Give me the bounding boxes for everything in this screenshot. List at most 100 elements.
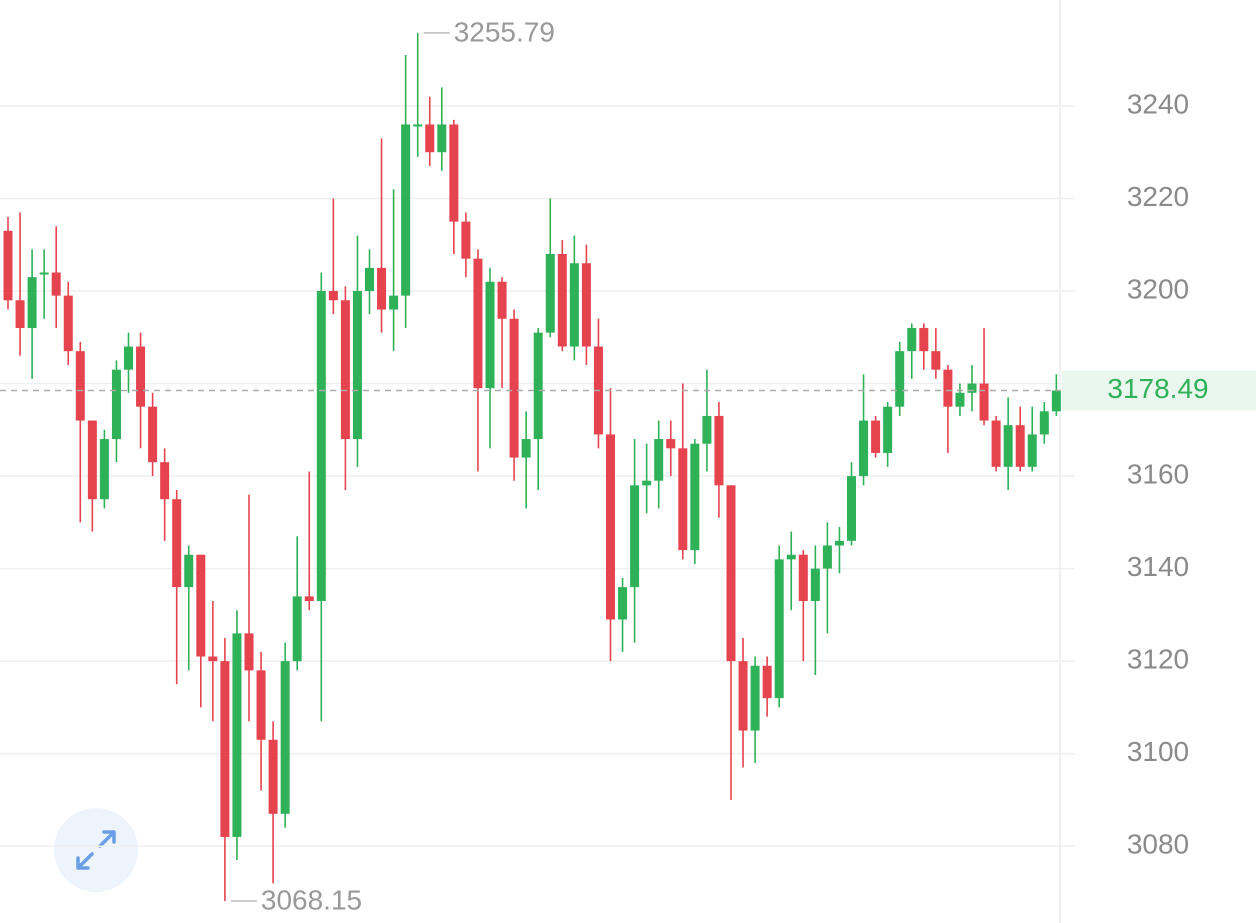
candle-body (847, 476, 856, 541)
candle-body (27, 277, 37, 329)
last-price-box (1062, 370, 1256, 411)
candle-body (244, 633, 254, 671)
candle-body (389, 295, 399, 310)
candle-body (39, 272, 49, 275)
candle-body (449, 124, 459, 222)
candle-body (461, 221, 471, 259)
candle-body (774, 559, 784, 699)
candle-body (714, 415, 724, 486)
candle-body (1039, 411, 1049, 435)
candle-body (377, 267, 387, 310)
candle-body (762, 665, 772, 699)
candle-body (991, 420, 1001, 467)
candle-body (15, 300, 25, 329)
candle-body (895, 351, 905, 407)
candle-body (401, 124, 411, 296)
candle-body (111, 369, 121, 440)
candle-body (256, 670, 266, 740)
y-tick-label: 3140 (1127, 551, 1189, 582)
y-tick-label: 3240 (1127, 88, 1189, 119)
last-price-label: 3178.49 (1107, 373, 1208, 404)
candle-body (99, 439, 109, 500)
candle-body (581, 263, 591, 347)
candle-body (654, 439, 664, 481)
candle-body (533, 332, 543, 440)
candle-body (304, 596, 314, 601)
y-tick-label: 3080 (1127, 829, 1189, 860)
candle-body (967, 383, 977, 393)
candle-body (569, 263, 579, 347)
candle-body (859, 420, 869, 477)
candle-body (545, 253, 555, 333)
expand-button[interactable] (54, 808, 138, 892)
candle-body (666, 439, 676, 449)
candle-body (497, 281, 507, 319)
candle-body (509, 318, 519, 458)
candle-body (726, 485, 736, 662)
candle-body (786, 554, 796, 560)
candle-body (678, 448, 688, 551)
candle-body (316, 291, 326, 601)
candle-body (690, 443, 700, 551)
candle-body (979, 383, 989, 421)
candle-body (51, 272, 61, 296)
candle-body (521, 439, 531, 458)
candle-body (413, 124, 423, 127)
candle-body (557, 253, 567, 347)
candle-body (606, 434, 615, 620)
candle-body (136, 346, 146, 407)
candle-body (220, 661, 230, 837)
candle-body (340, 300, 350, 440)
candle-body (280, 661, 290, 814)
candle-body (292, 596, 302, 662)
candle-body (473, 258, 483, 389)
candle-body (1003, 425, 1013, 467)
expand-button-bg[interactable] (54, 808, 138, 892)
candle-body (232, 633, 242, 837)
annotation-label: 3255.79 (454, 16, 555, 47)
candle-body (798, 554, 808, 601)
candle-body (871, 420, 881, 453)
candle-body (208, 656, 218, 662)
candle-body (1051, 390, 1061, 412)
candle-body (919, 328, 929, 352)
candle-body (196, 554, 206, 657)
candle-body (955, 392, 965, 407)
candle-body (75, 351, 85, 421)
candle-body (750, 665, 760, 731)
candle-body (943, 369, 953, 407)
candle-body (738, 661, 748, 731)
y-tick-label: 3160 (1127, 458, 1189, 489)
candle-body (3, 230, 13, 301)
candle-body (834, 540, 844, 546)
candle-body (63, 295, 73, 352)
candle-body (184, 554, 194, 588)
candle-body (160, 462, 170, 500)
annotation-label: 3068.15 (261, 884, 362, 915)
candle-body (1015, 425, 1025, 467)
candle-body (618, 587, 628, 620)
candle-body (630, 485, 640, 588)
candle-body (365, 267, 374, 292)
candle-body (702, 415, 712, 444)
candle-body (642, 480, 652, 486)
candle-body (1027, 434, 1037, 467)
candle-body (87, 420, 97, 500)
candle-body (268, 739, 278, 814)
candle-body (822, 545, 832, 569)
expand-icon[interactable] (76, 830, 116, 870)
candle-body (328, 291, 338, 301)
candle-body (931, 351, 941, 370)
y-tick-label: 3200 (1127, 273, 1189, 304)
candle-body (810, 568, 820, 601)
candle-body (172, 499, 182, 588)
y-tick-label: 3220 (1127, 181, 1189, 212)
candle-body (148, 406, 158, 463)
candle-body (485, 281, 495, 389)
candle-body (425, 124, 435, 153)
candle-body (437, 124, 447, 153)
candle-body (352, 291, 362, 440)
y-tick-label: 3120 (1127, 644, 1189, 675)
